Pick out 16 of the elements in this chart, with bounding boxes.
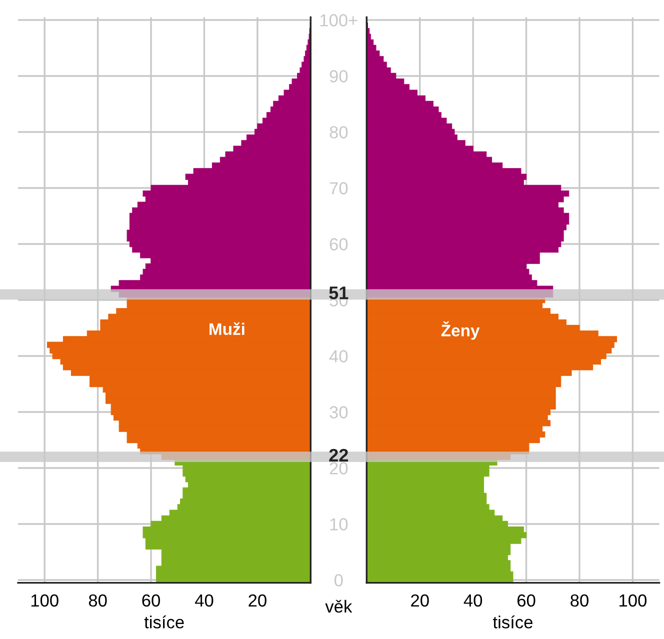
- x-tick-label: 60: [518, 594, 536, 607]
- series-label: Muži: [210, 322, 244, 336]
- x-tick-label: 20: [411, 594, 429, 607]
- x-tick-label: 20: [248, 594, 266, 607]
- x-tick-label: 80: [88, 594, 107, 607]
- x-axis-title: tisíce: [144, 615, 184, 628]
- x-tick-label: 40: [464, 594, 482, 607]
- x-tick-label: 100: [620, 594, 646, 607]
- x-tick-label: 80: [570, 594, 588, 607]
- x-tick-label: 40: [194, 594, 214, 607]
- x-tick-label: 60: [142, 594, 160, 607]
- x-tick-label: 100: [31, 594, 58, 607]
- x-axis-title: tisíce: [492, 615, 532, 628]
- series-label: Ženy: [441, 321, 480, 340]
- ref-line-label: 22: [329, 448, 348, 462]
- y-axis-title: věk: [325, 600, 352, 613]
